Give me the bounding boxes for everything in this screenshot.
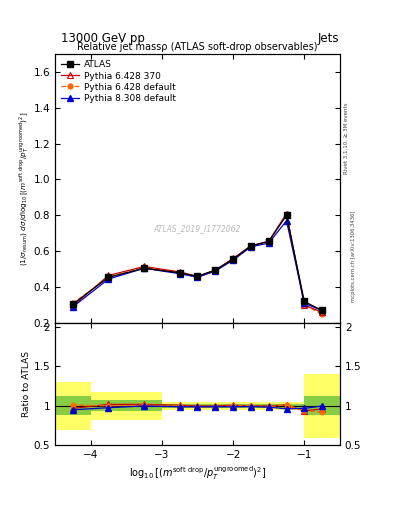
Pythia 8.308 default bbox=[177, 271, 182, 277]
Line: Pythia 8.308 default: Pythia 8.308 default bbox=[70, 218, 325, 313]
ATLAS bbox=[284, 212, 289, 219]
ATLAS bbox=[70, 301, 75, 307]
Pythia 6.428 370 bbox=[106, 272, 111, 279]
Pythia 8.308 default bbox=[142, 265, 147, 271]
Pythia 6.428 default bbox=[266, 239, 271, 245]
Pythia 6.428 default bbox=[195, 274, 200, 281]
Pythia 6.428 370 bbox=[195, 273, 200, 280]
Line: ATLAS: ATLAS bbox=[70, 212, 325, 313]
Text: 13000 GeV pp: 13000 GeV pp bbox=[61, 32, 145, 45]
Text: Rivet 3.1.10, ≥ 3M events: Rivet 3.1.10, ≥ 3M events bbox=[344, 102, 349, 174]
Pythia 8.308 default bbox=[106, 276, 111, 282]
ATLAS bbox=[142, 265, 147, 271]
ATLAS bbox=[177, 270, 182, 276]
Pythia 6.428 default bbox=[302, 302, 307, 308]
ATLAS bbox=[195, 273, 200, 280]
Legend: ATLAS, Pythia 6.428 370, Pythia 6.428 default, Pythia 8.308 default: ATLAS, Pythia 6.428 370, Pythia 6.428 de… bbox=[59, 58, 178, 105]
Pythia 6.428 default bbox=[284, 210, 289, 217]
Pythia 6.428 370 bbox=[320, 309, 325, 315]
ATLAS bbox=[320, 307, 325, 313]
Pythia 6.428 default bbox=[231, 256, 235, 262]
Pythia 6.428 default bbox=[320, 311, 325, 317]
X-axis label: $\log_{10}[(m^\mathrm{soft\ drop}/p_T^\mathrm{ungroomed})^2]$: $\log_{10}[(m^\mathrm{soft\ drop}/p_T^\m… bbox=[129, 464, 266, 482]
Pythia 6.428 370 bbox=[213, 267, 218, 273]
Pythia 6.428 default bbox=[142, 264, 147, 270]
Pythia 6.428 370 bbox=[177, 269, 182, 275]
Pythia 8.308 default bbox=[213, 268, 218, 274]
Pythia 8.308 default bbox=[70, 304, 75, 310]
Line: Pythia 6.428 default: Pythia 6.428 default bbox=[70, 211, 325, 316]
ATLAS bbox=[106, 274, 111, 281]
Pythia 8.308 default bbox=[195, 274, 200, 281]
ATLAS bbox=[213, 267, 218, 273]
Pythia 6.428 370 bbox=[70, 303, 75, 309]
ATLAS bbox=[302, 298, 307, 305]
Pythia 6.428 370 bbox=[302, 302, 307, 308]
Text: ATLAS_2019_I1772062: ATLAS_2019_I1772062 bbox=[154, 224, 241, 233]
Pythia 6.428 370 bbox=[248, 243, 253, 249]
Line: Pythia 6.428 370: Pythia 6.428 370 bbox=[70, 210, 325, 315]
ATLAS bbox=[248, 243, 253, 249]
Pythia 8.308 default bbox=[320, 307, 325, 313]
Pythia 6.428 default bbox=[177, 270, 182, 276]
Pythia 6.428 default bbox=[70, 300, 75, 306]
Pythia 8.308 default bbox=[266, 240, 271, 246]
Pythia 8.308 default bbox=[248, 244, 253, 250]
Y-axis label: Ratio to ATLAS: Ratio to ATLAS bbox=[22, 351, 31, 417]
Y-axis label: $(1/\sigma_\mathrm{resum})\ d\sigma/d\log_{10}[(m^\mathrm{soft\ drop}/p_T^\mathr: $(1/\sigma_\mathrm{resum})\ d\sigma/d\lo… bbox=[17, 111, 31, 266]
Pythia 6.428 370 bbox=[266, 238, 271, 244]
Pythia 8.308 default bbox=[284, 218, 289, 224]
Pythia 8.308 default bbox=[302, 300, 307, 306]
Pythia 6.428 370 bbox=[284, 210, 289, 217]
Pythia 8.308 default bbox=[231, 257, 235, 263]
Pythia 6.428 370 bbox=[231, 255, 235, 262]
ATLAS bbox=[231, 256, 235, 262]
Pythia 6.428 default bbox=[106, 274, 111, 281]
Title: Relative jet massρ (ATLAS soft-drop observables): Relative jet massρ (ATLAS soft-drop obse… bbox=[77, 41, 318, 52]
Text: mcplots.cern.ch [arXiv:1306.3436]: mcplots.cern.ch [arXiv:1306.3436] bbox=[351, 210, 356, 302]
Pythia 6.428 default bbox=[248, 243, 253, 249]
Pythia 6.428 default bbox=[213, 268, 218, 274]
Text: Jets: Jets bbox=[317, 32, 339, 45]
Pythia 6.428 370 bbox=[142, 263, 147, 269]
ATLAS bbox=[266, 238, 271, 244]
